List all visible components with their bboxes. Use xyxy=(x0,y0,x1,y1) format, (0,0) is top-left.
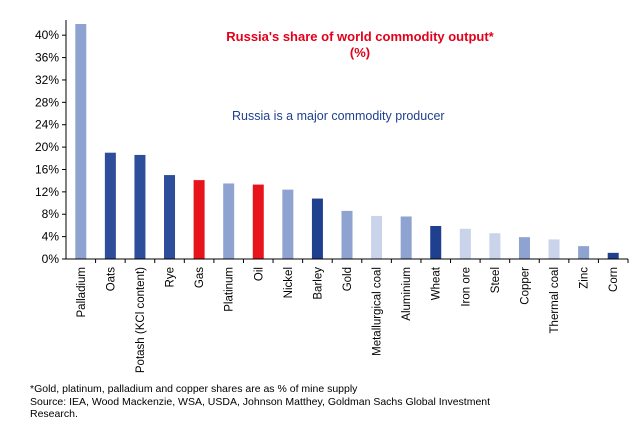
bar-potash-kcl-content xyxy=(134,154,146,259)
chart-annotation: Russia is a major commodity producer xyxy=(232,109,445,123)
bar-oats xyxy=(104,152,116,259)
y-tick-label: 36% xyxy=(35,51,59,65)
y-tick-label: 40% xyxy=(35,28,59,42)
y-tick-label: 28% xyxy=(35,95,59,109)
x-tick-label: Copper xyxy=(519,267,531,305)
bars xyxy=(75,24,619,259)
x-tick-label: Rye xyxy=(165,267,177,287)
x-tick-label: Barley xyxy=(312,267,324,300)
bar-corn xyxy=(607,252,619,259)
y-tick-label: 4% xyxy=(42,230,60,244)
bar-aluminium xyxy=(400,216,412,259)
footnote-source-cont: Research. xyxy=(30,408,78,420)
bar-barley xyxy=(311,198,323,259)
x-tick-label: Steel xyxy=(490,267,502,293)
bar-gas xyxy=(193,180,205,259)
chart-title: Russia's share of world commodity output… xyxy=(226,29,494,44)
bar-nickel xyxy=(282,189,294,259)
x-tick-label: Oats xyxy=(105,267,117,292)
bar-zinc xyxy=(578,246,590,259)
bar-thermal-coal xyxy=(548,239,560,259)
chart-subtitle: (%) xyxy=(349,45,371,60)
bar-copper xyxy=(518,237,530,259)
bar-iron-ore xyxy=(459,228,471,259)
y-tick-label: 20% xyxy=(35,140,59,154)
x-tick-label: Wheat xyxy=(431,266,443,300)
x-tick-label: Iron ore xyxy=(460,267,472,307)
y-tick-label: 12% xyxy=(35,185,59,199)
x-tick-label: Potash (KCl content) xyxy=(135,267,147,373)
x-tick-label: Metallurgical coal xyxy=(372,267,384,356)
x-tick-label: Thermal coal xyxy=(549,267,561,333)
y-axis: 0% 4% 8% 12% 16% 20% 24% 28% 32% 36% 40% xyxy=(35,20,67,266)
bar-gold xyxy=(341,210,353,259)
y-tick-label: 24% xyxy=(35,118,59,132)
bar-metallurgical-coal xyxy=(371,215,383,259)
bar-wheat xyxy=(430,225,442,259)
x-tick-label: Gas xyxy=(194,267,206,288)
bar-platinum xyxy=(223,183,235,259)
footnote-note: *Gold, platinum, palladium and copper sh… xyxy=(30,383,358,395)
bar-chart: 0% 4% 8% 12% 16% 20% 24% 28% 32% 36% 40% Palladium… xyxy=(35,20,629,373)
y-tick-label: 16% xyxy=(35,162,59,176)
footnote: *Gold, platinum, palladium and copper sh… xyxy=(30,383,620,421)
y-tick-label: 8% xyxy=(42,207,60,221)
x-tick-label: Zinc xyxy=(579,267,591,289)
y-tick-label: 32% xyxy=(35,73,59,87)
x-tick-label: Gold xyxy=(342,267,354,291)
x-tick-label: Oil xyxy=(253,267,265,281)
footnote-source: Source: IEA, Wood Mackenzie, WSA, USDA, … xyxy=(30,395,491,408)
x-tick-label: Palladium xyxy=(76,267,88,318)
y-tick-label: 0% xyxy=(42,252,60,266)
x-axis: Palladium Oats Potash (KCl content) Rye Gas P… xyxy=(66,258,629,373)
bar-oil xyxy=(252,184,264,259)
x-tick-label: Platinum xyxy=(224,267,236,312)
bar-rye xyxy=(164,175,176,259)
x-tick-label: Aluminium xyxy=(401,267,413,321)
x-tick-label: Nickel xyxy=(283,267,295,298)
x-tick-label: Corn xyxy=(608,267,620,292)
bar-steel xyxy=(489,233,501,259)
bar-palladium xyxy=(75,24,87,259)
